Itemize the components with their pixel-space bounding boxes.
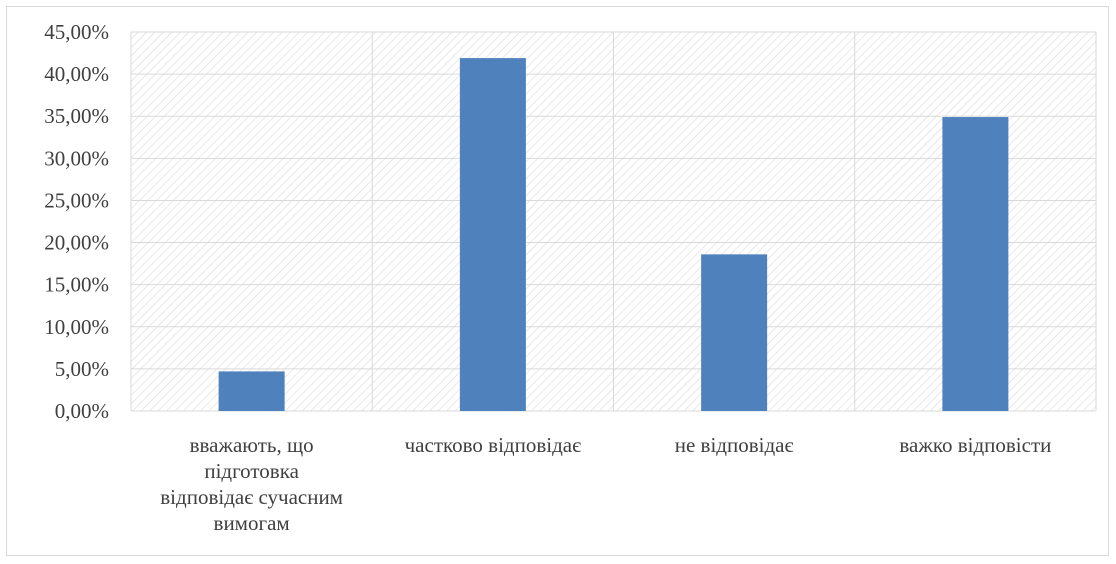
- x-category-label: вважають, що підготовка відповідає сучасни…: [160, 433, 343, 535]
- y-tick-label: 20,00%: [44, 231, 109, 255]
- x-category-label: важко відповісти: [899, 433, 1051, 457]
- bar: [459, 58, 526, 412]
- bar: [218, 371, 285, 411]
- y-tick-label: 5,00%: [55, 357, 109, 381]
- y-tick-label: 0,00%: [55, 399, 109, 423]
- x-category-label: не відповідає: [675, 433, 794, 457]
- x-axis-category-labels: вважають, що підготовка відповідає сучасни…: [160, 433, 1051, 535]
- bar: [701, 254, 768, 411]
- x-category-label: частково відповідає: [405, 433, 581, 457]
- gridlines: [130, 31, 1097, 412]
- y-tick-label: 10,00%: [44, 315, 109, 339]
- y-tick-label: 30,00%: [44, 146, 109, 170]
- bars: [218, 58, 1009, 412]
- y-tick-label: 40,00%: [44, 62, 109, 86]
- y-tick-label: 15,00%: [44, 273, 109, 297]
- y-tick-label: 45,00%: [44, 20, 109, 44]
- y-axis-tick-labels: 0,00% 5,00% 10,00% 15,00% 20,00% 25,00% 30,00%…: [44, 20, 109, 423]
- y-tick-label: 35,00%: [44, 104, 109, 128]
- bar: [942, 117, 1009, 411]
- y-tick-label: 25,00%: [44, 188, 109, 212]
